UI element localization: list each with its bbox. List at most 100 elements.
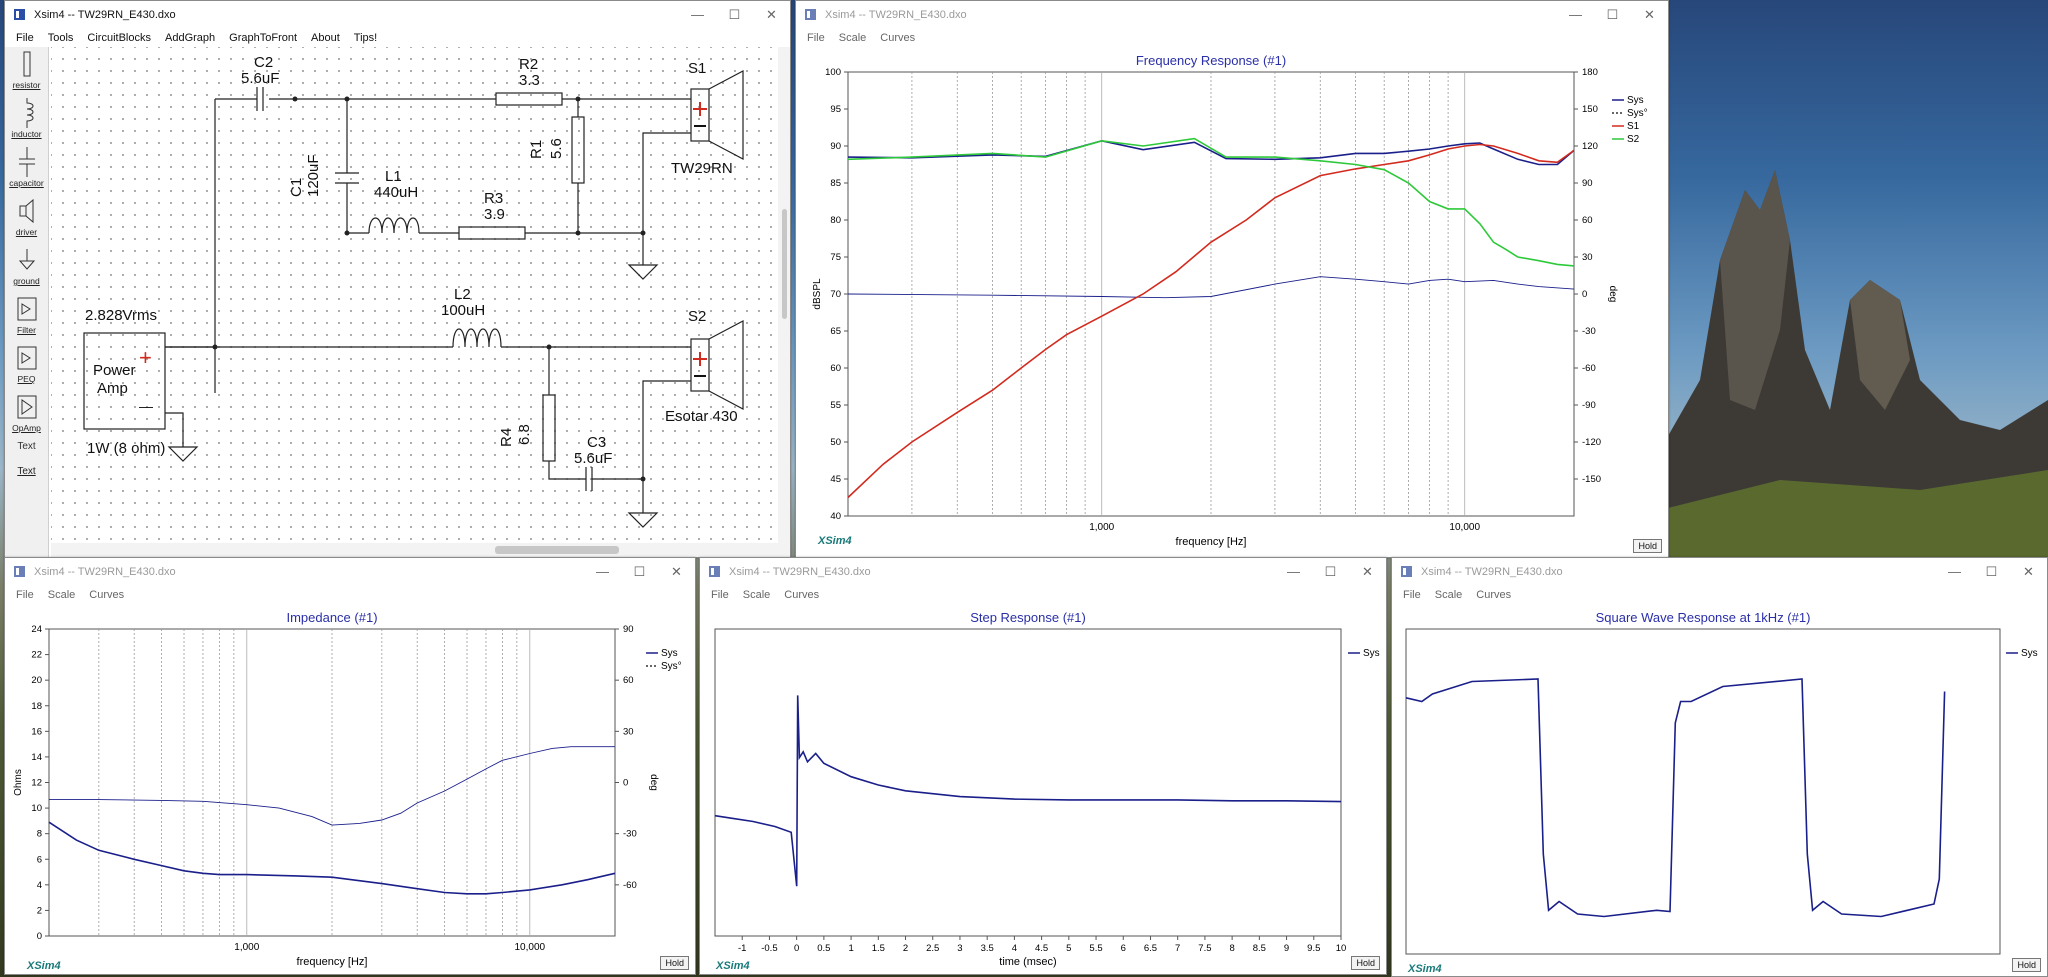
close-button[interactable]: ✕ [671,563,682,579]
palette-text-2[interactable]: Text [17,466,36,477]
square-wave-window[interactable]: Xsim4 -- TW29RN_E430.dxo — ☐ ✕ File Scal… [1391,557,2048,977]
maximize-button[interactable]: ☐ [1606,6,1619,22]
palette-ground[interactable]: ground [5,243,48,292]
chart-title: Step Response (#1) [970,610,1086,625]
series-line-sys-phase [847,276,1575,299]
menu-curves[interactable]: Curves [89,589,125,601]
title-bar[interactable]: Xsim4 -- TW29RN_E430.dxo — ☐ ✕ [796,1,1668,28]
close-button[interactable]: ✕ [2023,563,2034,579]
horizontal-scrollbar[interactable] [51,543,790,557]
plot-frame [1405,628,2001,955]
menu-curves[interactable]: Curves [880,32,916,44]
window-title: Xsim4 -- TW29RN_E430.dxo [1421,565,1563,578]
maximize-button[interactable]: ☐ [728,6,741,22]
y-axis-label: dBSPL [812,278,823,310]
y-tick-label: 80 [830,215,841,226]
menu-file[interactable]: File [16,589,34,601]
filter-icon [17,297,36,321]
series-line-sys [1405,678,1946,918]
menu-file[interactable]: File [711,589,729,601]
palette-inductor[interactable]: inductor [5,96,48,145]
palette-opamp[interactable]: OpAmp [5,390,48,439]
x-tick-label: 3.5 [981,943,994,954]
xsim4-brand: XSim4 [26,960,61,972]
title-bar[interactable]: Xsim4 -- TW29RN_E430.dxo — ☐ ✕ [5,1,790,28]
y-tick-label: 14 [31,752,42,763]
y-tick-label: 22 [31,650,42,661]
r1-value: 5.6 [548,138,565,159]
close-button[interactable]: ✕ [1362,563,1373,579]
hold-button[interactable]: Hold [1633,539,1662,553]
menu-curves[interactable]: Curves [1476,589,1512,601]
minimize-button[interactable]: — [1287,564,1300,579]
text-icon: Text [17,441,36,452]
close-button[interactable]: ✕ [766,6,777,22]
menu-tools[interactable]: Tools [47,32,74,44]
menu-scale[interactable]: Scale [742,589,771,601]
schematic-area: resistor inductor capacitor driver groun… [5,47,790,557]
series-line-s1 [847,143,1575,499]
x-tick-label: -0.5 [761,943,777,954]
vertical-scrollbar[interactable] [778,47,790,543]
hold-button[interactable]: Hold [2012,958,2041,972]
impedance-chart: Impedance (#1) 1,000 10,000 frequency [Hz] 0… [13,610,682,972]
window-title: Xsim4 -- TW29RN_E430.dxo [34,8,176,21]
palette-filter[interactable]: Filter [5,292,48,341]
y2-tick-label: 90 [1582,178,1593,189]
schematic-canvas[interactable]: C2 5.6uF R2 3.3 S1 TW29RN R1 5.6 C1 120u… [51,47,778,543]
palette-capacitor[interactable]: capacitor [5,145,48,194]
title-bar[interactable]: Xsim4 -- TW29RN_E430.dxo — ☐ ✕ [5,558,695,585]
scroll-thumb[interactable] [782,209,787,319]
minimize-button[interactable]: — [691,7,704,22]
menu-graphtofront[interactable]: GraphToFront [229,32,298,44]
menu-scale[interactable]: Scale [1434,589,1463,601]
minimize-button[interactable]: — [596,564,609,579]
menu-curves[interactable]: Curves [784,589,820,601]
menu-file[interactable]: File [16,32,34,44]
menu-bar: File Scale Curves [796,28,1668,48]
hold-button[interactable]: Hold [1351,956,1380,970]
x-tick-label: 7.5 [1198,943,1211,954]
palette-resistor[interactable]: resistor [5,47,48,96]
l1-name: L1 [385,168,402,185]
resistor-icon [23,51,30,77]
amp-power: 1W (8 ohm) [87,440,165,457]
palette-peq[interactable]: PEQ [5,341,48,390]
palette-driver[interactable]: driver [5,194,48,243]
s2-name: S2 [688,308,706,325]
y-tick-label: 50 [830,437,841,448]
menu-circuitblocks[interactable]: CircuitBlocks [87,32,151,44]
chart-title: Frequency Response (#1) [1136,53,1286,68]
component-palette: resistor inductor capacitor driver groun… [5,47,49,557]
x-tick-label: 5.5 [1089,943,1102,954]
menu-file[interactable]: File [1403,589,1421,601]
xsim4-brand: XSim4 [715,960,750,972]
title-bar[interactable]: Xsim4 -- TW29RN_E430.dxo — ☐ ✕ [700,558,1386,585]
hold-button[interactable]: Hold [660,956,689,970]
menu-scale[interactable]: Scale [838,32,867,44]
x-tick-label: 8.5 [1253,943,1266,954]
y-tick-label: 10 [31,803,42,814]
menu-about[interactable]: About [311,32,340,44]
close-button[interactable]: ✕ [1644,6,1655,22]
desktop-wallpaper [1660,170,2048,560]
menu-scale[interactable]: Scale [47,589,76,601]
title-bar[interactable]: Xsim4 -- TW29RN_E430.dxo — ☐ ✕ [1392,558,2047,585]
frequency-response-window[interactable]: Xsim4 -- TW29RN_E430.dxo — ☐ ✕ File Scal… [795,0,1669,558]
minimize-button[interactable]: — [1569,7,1582,22]
maximize-button[interactable]: ☐ [633,563,646,579]
maximize-button[interactable]: ☐ [1985,563,1998,579]
step-response-window[interactable]: Xsim4 -- TW29RN_E430.dxo — ☐ ✕ File Scal… [699,557,1387,975]
menu-tips[interactable]: Tips! [353,32,378,44]
menu-addgraph[interactable]: AddGraph [165,32,216,44]
scroll-thumb[interactable] [495,546,619,554]
chart-title: Square Wave Response at 1kHz (#1) [1596,610,1811,625]
maximize-button[interactable]: ☐ [1324,563,1337,579]
palette-text-1[interactable]: Text [5,439,48,463]
legend-entry: Sys° [661,661,682,672]
minimize-button[interactable]: — [1948,564,1961,579]
impedance-window[interactable]: Xsim4 -- TW29RN_E430.dxo — ☐ ✕ File Scal… [4,557,696,975]
schematic-window[interactable]: Xsim4 -- TW29RN_E430.dxo — ☐ ✕ File Tool… [4,0,791,558]
menu-file[interactable]: File [807,32,825,44]
y-tick-label: 40 [830,511,841,522]
